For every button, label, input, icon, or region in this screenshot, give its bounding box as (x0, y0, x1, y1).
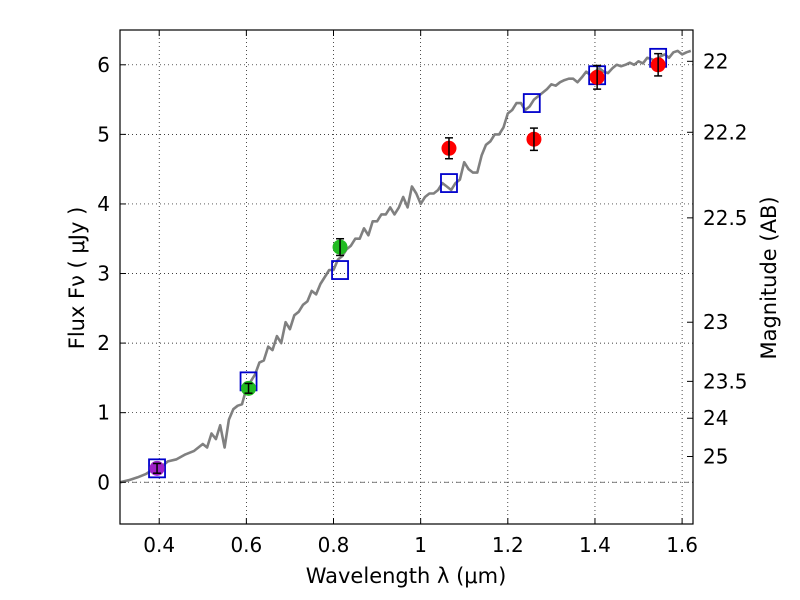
magnitude-tick-label: 23 (703, 310, 728, 334)
x-tick-label: 1 (414, 533, 427, 557)
magnitude-tick-label: 24 (703, 406, 728, 430)
x-tick-label: 1.4 (579, 533, 611, 557)
x-tick-label: 0.8 (318, 533, 350, 557)
model-point (522, 93, 541, 113)
y-axis-flux: 0 1 2 3 4 5 6 (97, 53, 126, 494)
model-point (331, 260, 349, 280)
y-tick-label: 3 (97, 262, 110, 286)
y2-axis-label: Magnitude (AB) (757, 196, 781, 359)
model-spectrum (119, 49, 692, 484)
model-point (148, 458, 166, 479)
magnitude-tick-label: 25 (703, 445, 728, 469)
magnitude-tick-label: 22.2 (703, 120, 748, 144)
y-tick-label: 6 (97, 53, 110, 77)
photometry-points (148, 47, 668, 479)
magnitude-tick-label: 23.5 (703, 369, 748, 393)
x-tick-label: 0.4 (143, 533, 175, 557)
y-axis-label: Flux Fν ( μJy ) (65, 207, 89, 350)
y-tick-label: 1 (97, 401, 110, 425)
plot-frame (119, 29, 694, 525)
grid (120, 30, 693, 524)
x-axis: 0.4 0.6 0.8 1 1.2 1.4 1.6 (143, 30, 698, 557)
x-tick-label: 0.6 (230, 533, 262, 557)
y-tick-label: 5 (97, 122, 110, 146)
y-tick-label: 4 (97, 192, 110, 216)
spectrum-line (119, 49, 692, 484)
y-axis-magnitude: 22 22.2 22.5 23 23.5 24 25 (687, 49, 748, 469)
x-tick-label: 1.6 (666, 533, 698, 557)
x-tick-label: 1.2 (492, 533, 524, 557)
magnitude-tick-label: 22.5 (703, 206, 748, 230)
x-axis-label: Wavelength λ (μm) (306, 564, 507, 588)
y-tick-label: 2 (97, 331, 110, 355)
y-tick-label: 0 (97, 470, 110, 494)
magnitude-tick-label: 22 (703, 49, 728, 73)
model-point (440, 173, 458, 193)
